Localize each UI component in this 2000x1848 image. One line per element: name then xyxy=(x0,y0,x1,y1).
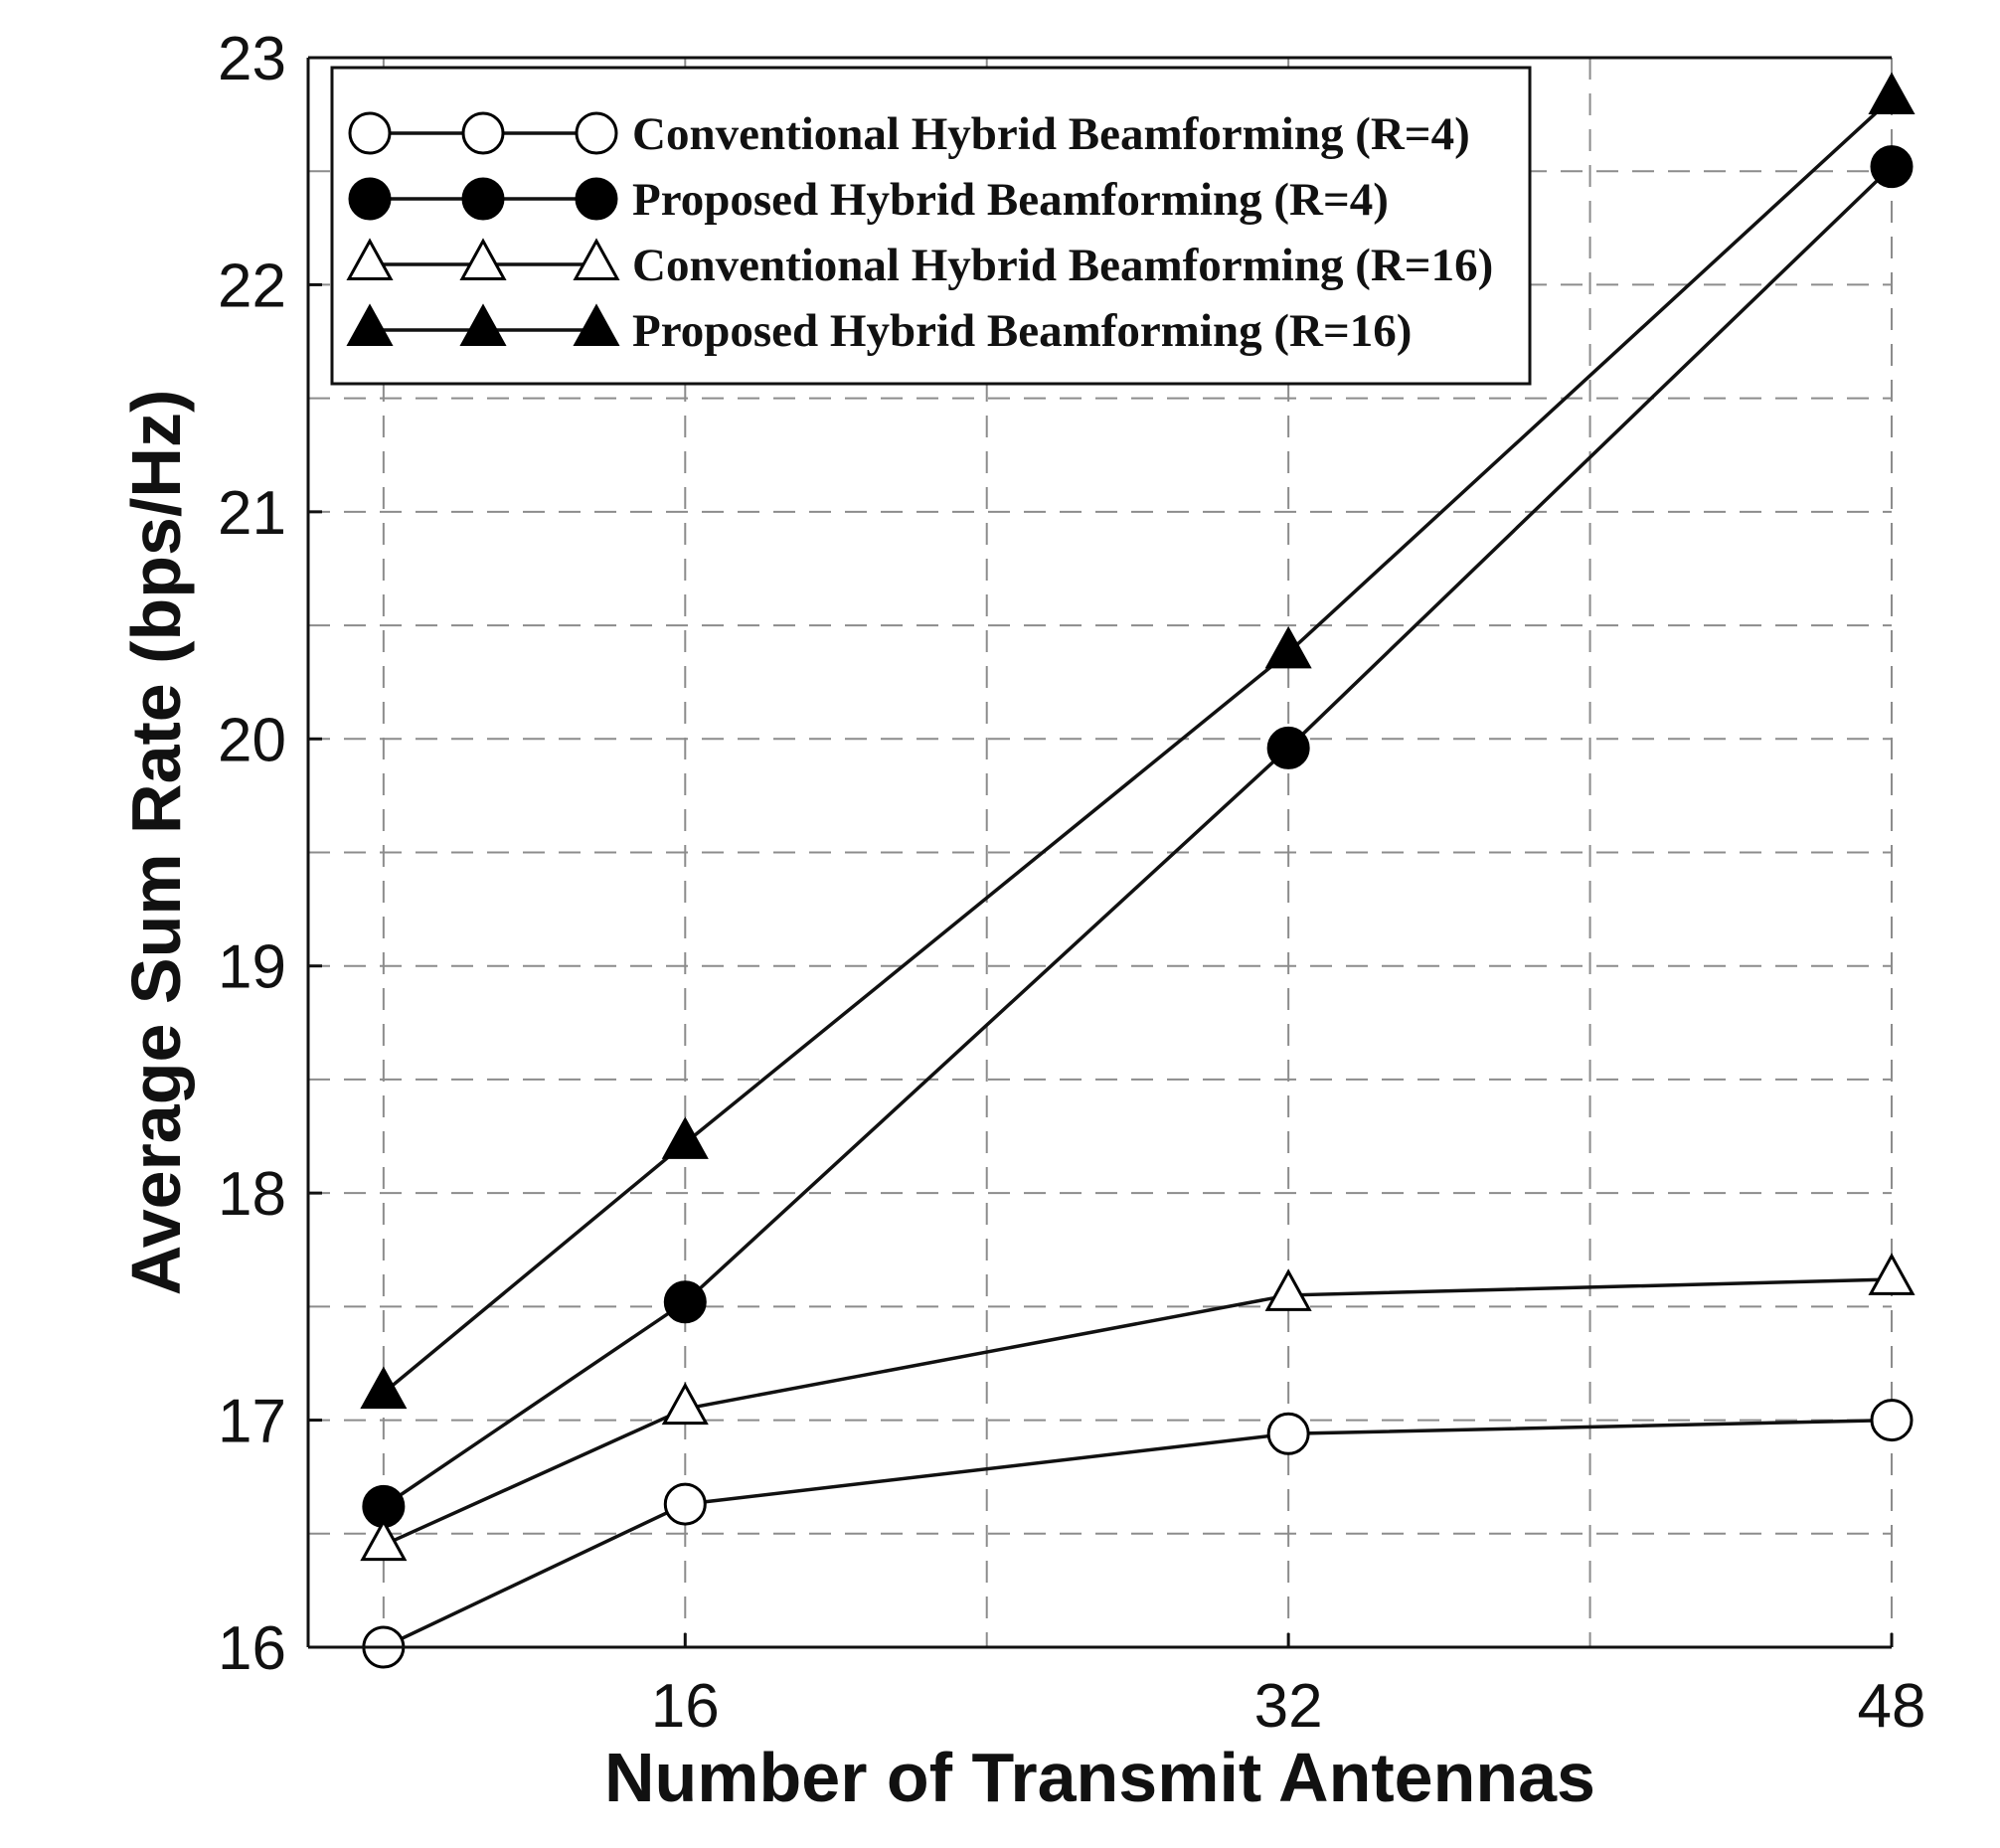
y-axis-title: Average Sum Rate (bps/Hz) xyxy=(117,390,195,1296)
legend-marker xyxy=(573,238,620,280)
data-point xyxy=(661,1382,709,1426)
series-line xyxy=(383,1277,1893,1547)
data-point xyxy=(1868,72,1916,115)
series-4 xyxy=(360,72,1916,1410)
data-point xyxy=(663,1482,707,1526)
y-tick-label: 19 xyxy=(218,933,286,1002)
data-point xyxy=(1266,1412,1310,1455)
legend-marker xyxy=(459,303,507,346)
y-tick-label: 22 xyxy=(218,252,286,320)
y-tick-label: 17 xyxy=(218,1388,286,1456)
legend-marker xyxy=(573,303,620,346)
grid-layer xyxy=(308,58,1893,1647)
y-tick-label: 23 xyxy=(218,25,286,93)
legend-marker xyxy=(348,111,392,155)
data-point xyxy=(1870,145,1914,189)
legend-marker xyxy=(459,238,507,280)
x-tick-label: 16 xyxy=(651,1672,720,1741)
legend-item: Proposed Hybrid Beamforming (R=16) xyxy=(346,303,1412,357)
legend-marker xyxy=(575,177,618,221)
y-tick-label: 20 xyxy=(218,706,286,774)
data-point xyxy=(661,1116,709,1159)
series-line xyxy=(383,1418,1893,1649)
data-point xyxy=(360,1366,408,1410)
data-point xyxy=(1264,1268,1312,1311)
x-axis-title: Number of Transmit Antennas xyxy=(604,1739,1595,1816)
y-tick-label: 16 xyxy=(218,1614,286,1683)
x-tick-label: 48 xyxy=(1858,1672,1926,1741)
data-point xyxy=(360,1518,408,1562)
series-3 xyxy=(360,1253,1916,1562)
legend-item: Proposed Hybrid Beamforming (R=4) xyxy=(348,174,1389,226)
legend-marker xyxy=(348,177,392,221)
y-tick-label: 21 xyxy=(218,479,286,548)
axis-layer: 16 17 18 19 20 21 22 23 16 32 48 Number of Transmit… xyxy=(117,25,1925,1816)
series-line xyxy=(382,96,1894,1395)
series-layer xyxy=(360,72,1916,1669)
legend-marker xyxy=(346,238,394,280)
legend-item: Conventional Hybrid Beamforming (R=4) xyxy=(348,108,1470,160)
data-point xyxy=(1870,1399,1914,1442)
series-line xyxy=(382,165,1894,1508)
legend-item: Conventional Hybrid Beamforming (R=16) xyxy=(346,238,1493,291)
legend-marker xyxy=(461,111,505,155)
legend-marker xyxy=(346,303,394,346)
x-tick-label: 32 xyxy=(1254,1672,1323,1741)
series-2 xyxy=(362,145,1914,1528)
legend-label: Conventional Hybrid Beamforming (R=16) xyxy=(632,240,1493,291)
data-point xyxy=(1868,1253,1916,1295)
legend-label: Proposed Hybrid Beamforming (R=4) xyxy=(632,174,1389,226)
legend-marker xyxy=(461,177,505,221)
data-point xyxy=(663,1280,707,1324)
legend-marker xyxy=(575,111,618,155)
legend-label: Proposed Hybrid Beamforming (R=16) xyxy=(632,305,1412,357)
series-1 xyxy=(362,1399,1914,1669)
legend: Conventional Hybrid Beamforming (R=4) Pro… xyxy=(330,66,1532,386)
data-point xyxy=(1264,625,1312,669)
legend-label: Conventional Hybrid Beamforming (R=4) xyxy=(632,108,1470,160)
data-point xyxy=(1266,726,1310,769)
y-tick-label: 18 xyxy=(218,1160,286,1229)
